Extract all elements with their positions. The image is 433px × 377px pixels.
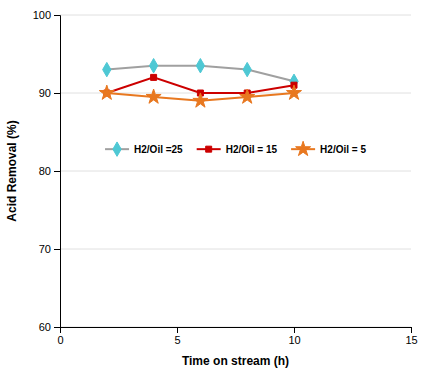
tick: 5 bbox=[174, 327, 180, 346]
tick-label: 70 bbox=[39, 243, 51, 255]
tick-label: 10 bbox=[288, 334, 300, 346]
tick-label: 5 bbox=[174, 334, 180, 346]
chart: 0 5 10 15 60 70 80 90 100 Time on stream (h) Acid … bbox=[0, 0, 433, 377]
tick-mark bbox=[177, 327, 178, 333]
tick-mark bbox=[54, 249, 60, 250]
legend-marker bbox=[113, 142, 121, 156]
grid-line bbox=[60, 15, 411, 16]
grid bbox=[60, 15, 411, 327]
marker bbox=[240, 89, 255, 103]
tick: 90 bbox=[39, 87, 60, 99]
tick: 70 bbox=[39, 243, 60, 255]
legend-item: H2/Oil = 15 bbox=[197, 144, 278, 155]
tick: 15 bbox=[405, 327, 417, 346]
marker bbox=[196, 58, 204, 72]
tick-mark bbox=[54, 171, 60, 172]
tick: 80 bbox=[39, 165, 60, 177]
tick-label: 15 bbox=[405, 334, 417, 346]
tick-mark bbox=[54, 15, 60, 16]
legend-label: H2/Oil =25 bbox=[134, 144, 183, 155]
legend-marker bbox=[206, 146, 212, 152]
x-axis-title: Time on stream (h) bbox=[182, 354, 289, 368]
legend-label: H2/Oil = 15 bbox=[226, 144, 278, 155]
marker bbox=[151, 74, 157, 80]
marker bbox=[243, 62, 251, 76]
grid-line bbox=[60, 249, 411, 250]
legend-item: H2/Oil = 5 bbox=[291, 141, 366, 155]
tick-mark bbox=[411, 327, 412, 333]
tick-label: 0 bbox=[57, 334, 63, 346]
tick-mark bbox=[294, 327, 295, 333]
axis-line bbox=[54, 16, 61, 328]
tick-label: 80 bbox=[39, 165, 51, 177]
marker bbox=[103, 62, 111, 76]
marker bbox=[286, 85, 301, 99]
legend-marker bbox=[296, 141, 311, 155]
tick: 0 bbox=[57, 327, 63, 346]
tick-label: 90 bbox=[39, 87, 51, 99]
tick-label: 100 bbox=[33, 9, 51, 21]
plot-area bbox=[99, 58, 301, 107]
marker bbox=[149, 58, 157, 72]
axis-line bbox=[61, 328, 412, 334]
tick: 100 bbox=[33, 9, 60, 21]
x-axis: 0 5 10 15 bbox=[57, 327, 417, 346]
grid-line bbox=[60, 171, 411, 172]
legend-item: H2/Oil =25 bbox=[105, 142, 183, 156]
tick: 60 bbox=[39, 321, 60, 333]
y-axis: 60 70 80 90 100 bbox=[33, 9, 61, 333]
legend: H2/Oil =25 H2/Oil = 15 H2/Oil = 5 bbox=[105, 141, 366, 156]
tick-mark bbox=[54, 327, 60, 328]
tick: 10 bbox=[288, 327, 300, 346]
tick-mark bbox=[54, 93, 60, 94]
marker bbox=[99, 85, 114, 99]
tick-label: 60 bbox=[39, 321, 51, 333]
marker bbox=[193, 93, 208, 107]
y-axis-title: Acid Removal (%) bbox=[5, 120, 19, 221]
marker bbox=[146, 89, 161, 103]
legend-label: H2/Oil = 5 bbox=[320, 144, 366, 155]
